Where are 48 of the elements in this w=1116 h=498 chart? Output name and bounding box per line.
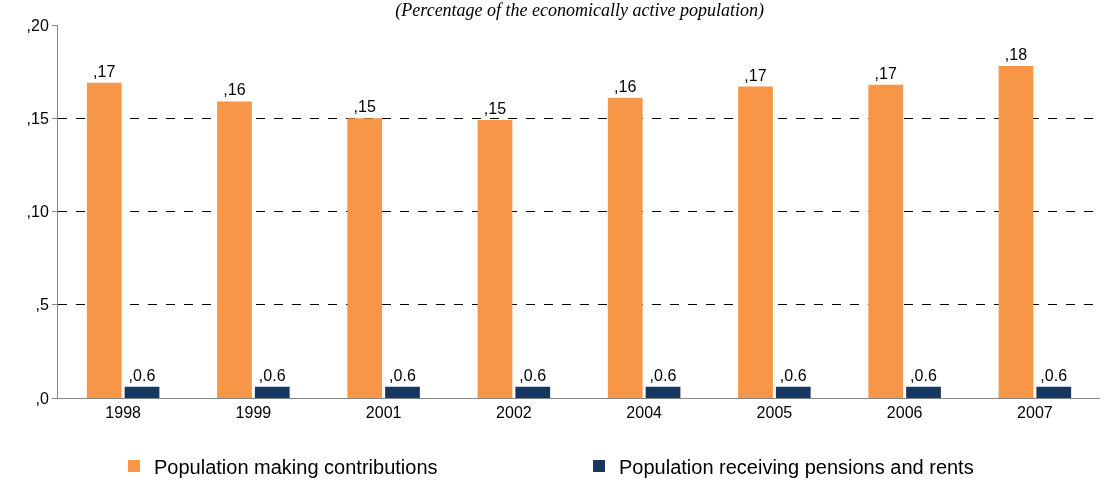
data-label: ,17 [93,62,116,80]
legend-label: Population making contributions [154,455,438,478]
bar [124,386,160,398]
data-label: ,17 [744,66,767,84]
x-tick-label: 2007 [1017,404,1053,422]
data-label: ,0.6 [1040,366,1068,384]
x-tick-label: 2005 [756,404,793,422]
y-tick-label: ,10 [26,203,49,221]
x-tick-label: 2004 [626,404,663,422]
data-label: ,0.6 [258,366,286,384]
chart-subtitle: (Percentage of the economically active population) [395,0,765,21]
data-label: ,0.6 [779,366,807,384]
bar [477,120,513,398]
legend-label: Population receiving pensions and rents [619,455,974,478]
x-tick-label: 1999 [235,404,272,422]
x-tick-label: 2002 [496,404,532,422]
data-label: ,15 [483,100,507,118]
bar [738,86,773,398]
data-label: ,18 [1004,46,1028,64]
bar [607,97,643,398]
bar [906,386,941,398]
bar [868,84,904,398]
data-label: ,16 [614,77,637,95]
bar [775,386,811,398]
data-label: ,0.6 [910,366,937,384]
bar [385,386,420,398]
y-tick-label: ,0 [35,389,49,407]
bar [645,386,681,398]
data-label: ,16 [223,81,246,99]
data-label: ,15 [353,98,376,116]
bar [347,118,383,398]
bar [217,101,252,398]
x-tick-label: 2001 [365,404,402,422]
bar [254,386,290,398]
data-label: ,0.6 [649,366,677,384]
y-tick-label: ,5 [35,296,49,314]
y-tick-label: ,15 [26,109,49,127]
data-label: ,0.6 [389,366,416,384]
data-label: ,17 [874,64,897,82]
bar [86,82,122,398]
x-tick-label: 1998 [105,404,142,422]
bar [515,386,551,398]
data-label: ,0.6 [519,366,547,384]
x-tick-label: 2006 [886,404,923,422]
bar [1036,386,1072,398]
data-label: ,0.6 [128,366,156,384]
y-tick-label: ,20 [26,16,49,34]
bar [998,66,1034,398]
